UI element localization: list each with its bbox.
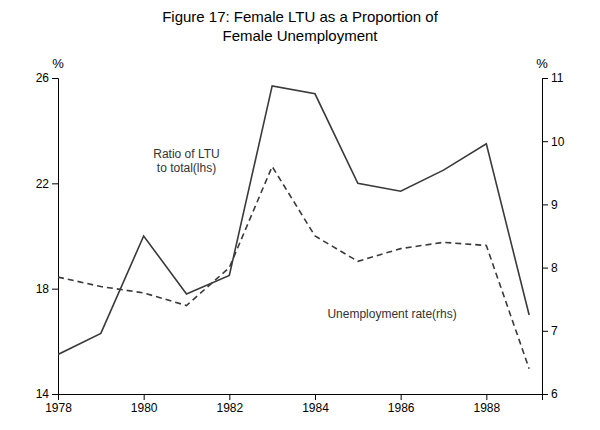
- x-axis: 1978 1980 1982 1984 1986 1988: [45, 394, 542, 415]
- y-axis-tick-mark: [52, 78, 58, 79]
- y-axis: 14 18 22 26: [36, 71, 59, 401]
- y2-axis-tick: 9: [542, 198, 558, 212]
- plot: 1978 1980 1982 1984 1986 1988 14 18 22 26 6 7 8 9 10 11…: [36, 56, 565, 415]
- y2-axis-label: %: [536, 56, 548, 71]
- annotation: Unemployment rate(rhs): [327, 307, 456, 321]
- x-axis-tick-label: 1978: [45, 401, 72, 415]
- y2-axis-tick: 8: [542, 261, 558, 275]
- x-axis-tick-label: 1982: [216, 401, 243, 415]
- y-axis-tick-label: 26: [36, 71, 50, 85]
- y2-axis-tick-mark: [542, 141, 548, 142]
- y2-axis-tick: 10: [542, 135, 565, 149]
- y-axis-label: %: [52, 56, 64, 71]
- x-axis-tick: 1986: [388, 394, 415, 415]
- x-axis-tick: 1980: [131, 394, 158, 415]
- y2-axis-tick-label: 8: [551, 261, 558, 275]
- x-axis-tick: 1982: [216, 394, 243, 415]
- chart: 1978 1980 1982 1984 1986 1988 14 18 22 26 6 7 8 9 10 11…: [0, 0, 600, 430]
- lines: [58, 86, 529, 369]
- y2-axis-tick-mark: [542, 78, 548, 79]
- series-line: [58, 166, 529, 368]
- y-axis-tick-mark: [52, 183, 58, 184]
- y2-axis-tick-mark: [542, 204, 548, 205]
- y-axis-tick: 26: [36, 71, 58, 85]
- y-axis-line: [52, 79, 59, 395]
- y2-axis-tick-label: 7: [551, 324, 558, 338]
- y-axis-tick-mark: [52, 289, 58, 290]
- title: Figure 17: Female LTU as a Proportion of…: [162, 8, 439, 44]
- y2-axis-tick-label: 11: [551, 71, 564, 85]
- x-axis-tick: 1978: [45, 394, 72, 415]
- y-axis-tick-label: 18: [36, 282, 50, 296]
- x-axis-tick-mark: [315, 394, 316, 400]
- x-axis-tick-mark: [144, 394, 145, 400]
- y-axis-tick: 22: [36, 177, 58, 191]
- y2-axis-tick-label: 9: [551, 198, 558, 212]
- x-axis-tick-mark: [486, 394, 487, 400]
- y2-axis-tick-label: 6: [551, 387, 558, 401]
- x-axis-line: [59, 395, 543, 401]
- y2-axis-tick-label: 10: [551, 135, 565, 149]
- y2-axis-tick: 11: [542, 71, 564, 85]
- x-axis-tick: 1984: [302, 394, 329, 415]
- y-axis-tick: 18: [36, 282, 58, 296]
- y2-axis-tick: 6: [542, 387, 558, 401]
- x-axis-tick-label: 1984: [302, 401, 329, 415]
- x-axis-tick-mark: [401, 394, 402, 400]
- x-axis-tick-label: 1980: [131, 401, 158, 415]
- x-axis-tick-label: 1988: [473, 401, 500, 415]
- x-axis-tick-label: 1986: [388, 401, 415, 415]
- x-axis-tick-mark: [229, 394, 230, 400]
- y2-axis: 6 7 8 9 10 11: [542, 71, 565, 401]
- y-axis-tick-label: 14: [36, 387, 50, 401]
- y-axis-tick: 14: [36, 387, 58, 401]
- y2-axis-tick-mark: [542, 268, 548, 269]
- y-axis-tick-mark: [52, 394, 58, 395]
- annotation: Ratio of LTUto total(lhs): [153, 147, 219, 175]
- x-axis-tick: 1988: [473, 394, 500, 415]
- y2-axis-line: [543, 79, 549, 395]
- y2-axis-tick: 7: [542, 324, 558, 338]
- series-line: [58, 86, 529, 355]
- y2-axis-tick-mark: [542, 394, 548, 395]
- y2-axis-tick-mark: [542, 331, 548, 332]
- y-axis-tick-label: 22: [36, 177, 50, 191]
